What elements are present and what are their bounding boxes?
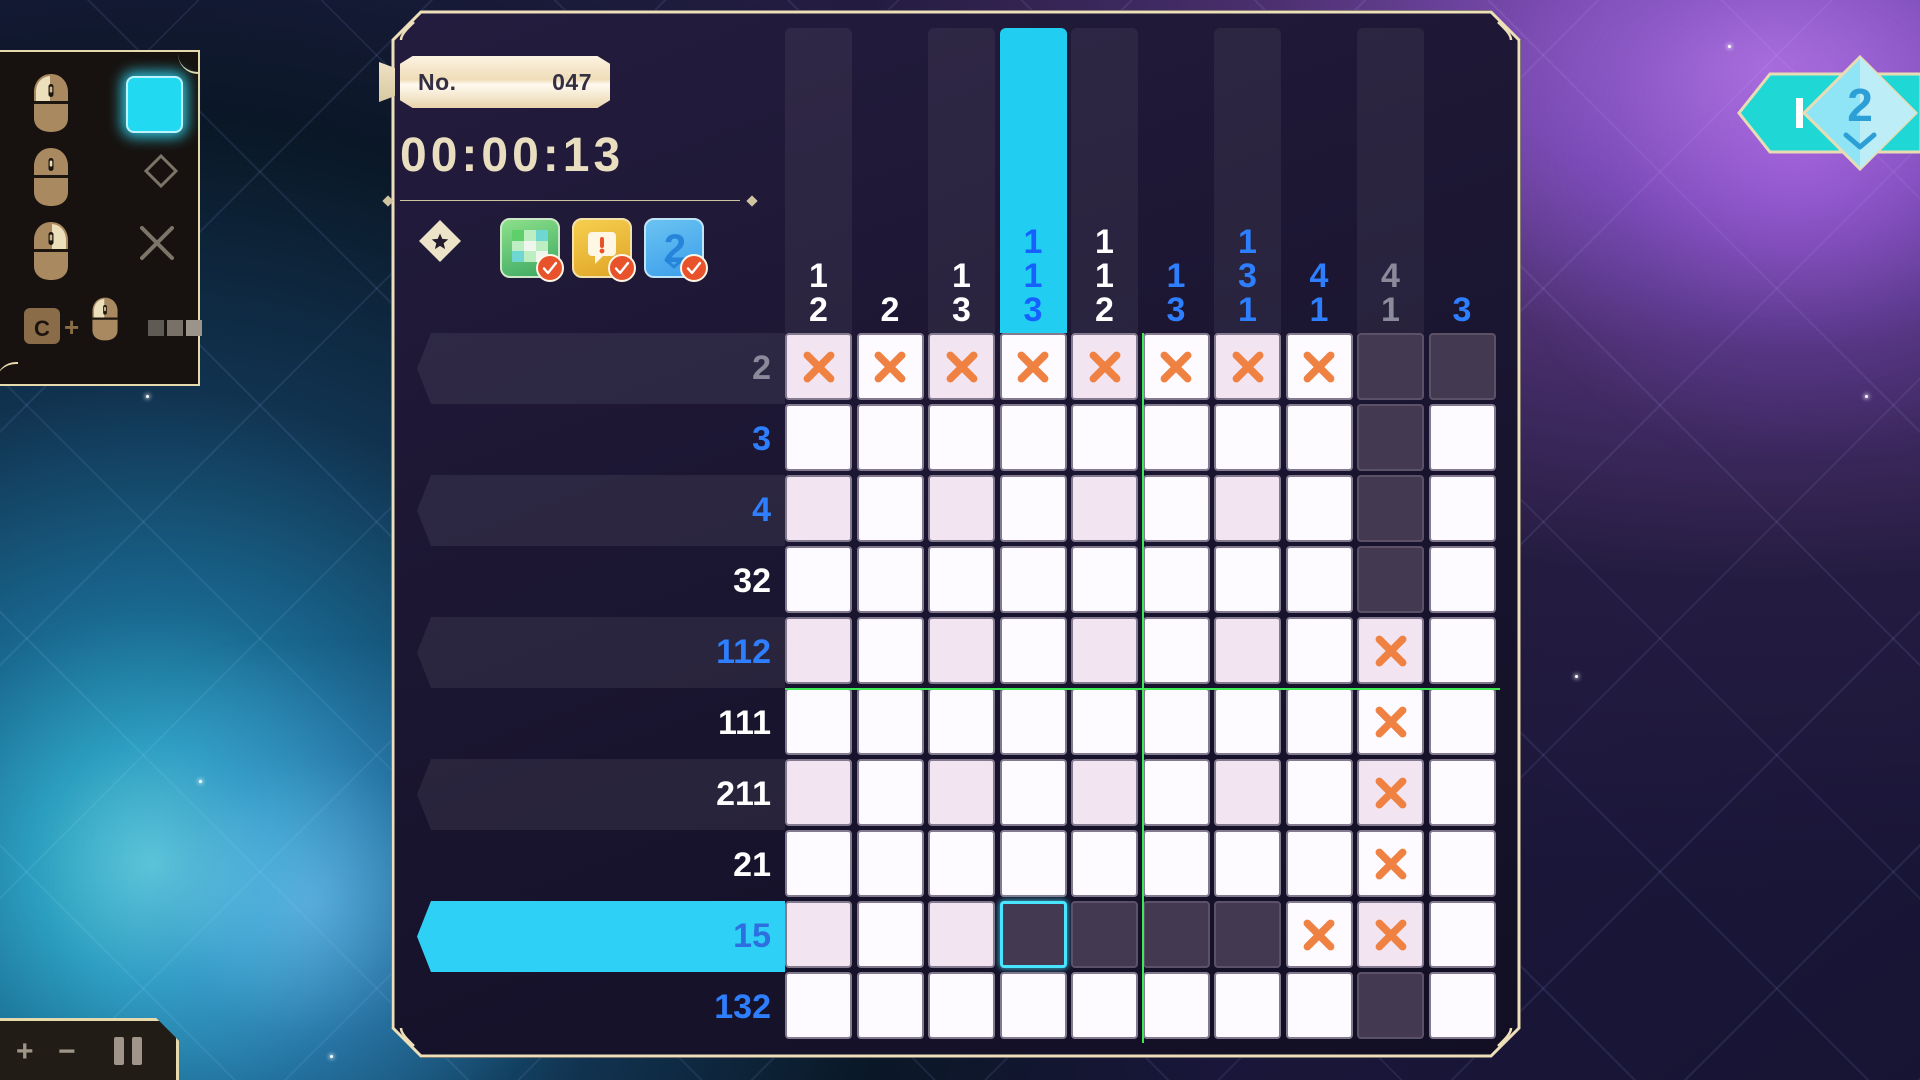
svg-text:2: 2 — [1847, 79, 1873, 131]
